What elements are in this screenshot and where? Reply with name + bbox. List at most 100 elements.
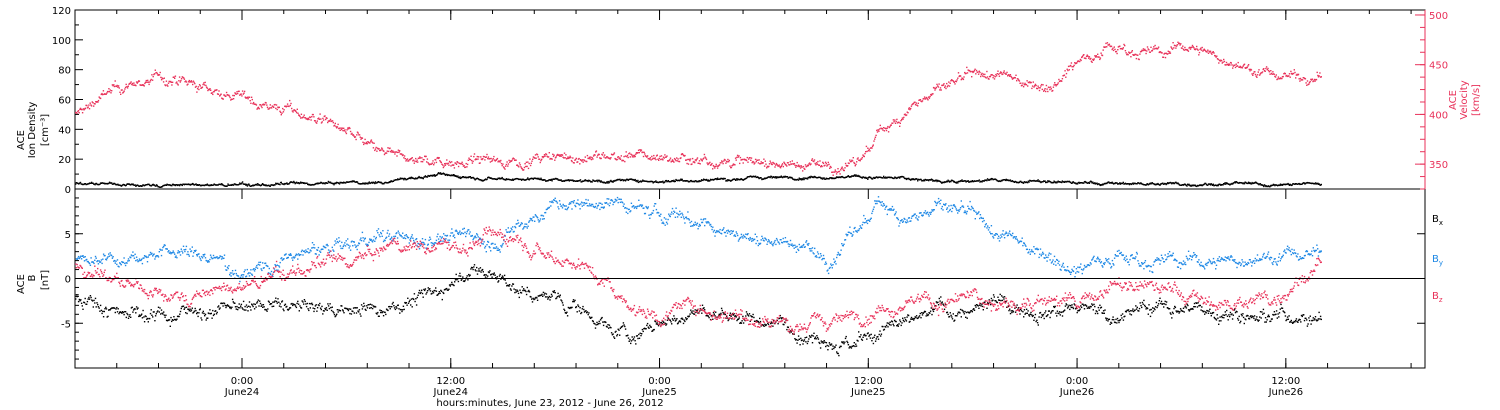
velocity-point (469, 158, 472, 161)
bx-point (473, 264, 476, 266)
bx-point (542, 295, 544, 297)
bx-point (127, 317, 130, 319)
bx-point (1020, 310, 1023, 312)
bx-point (246, 306, 248, 308)
bx-point (500, 278, 502, 280)
velocity-point (843, 169, 845, 172)
density-point (257, 183, 259, 185)
bx-point (121, 311, 124, 313)
velocity-point (529, 158, 531, 160)
velocity-point (88, 108, 91, 110)
velocity-point (838, 170, 841, 173)
bx-point (521, 286, 523, 288)
velocity-point (416, 159, 418, 161)
bx-point (669, 319, 671, 321)
velocity-point (117, 85, 120, 87)
density-point (840, 176, 842, 179)
velocity-point (1088, 56, 1091, 58)
velocity-point (939, 89, 941, 91)
velocity-point (609, 158, 611, 160)
velocity-point (1061, 78, 1064, 80)
bx-point (530, 296, 532, 298)
bx-point (358, 311, 360, 313)
velocity-point (334, 122, 336, 125)
density-point (1031, 180, 1033, 182)
velocity-point (834, 169, 836, 171)
density-point (1020, 180, 1022, 183)
velocity-point (752, 161, 755, 163)
bx-point (315, 304, 317, 306)
velocity-point (97, 101, 99, 103)
density-point (936, 180, 938, 183)
density-point (858, 175, 861, 177)
velocity-point (1189, 46, 1191, 49)
bx-point (292, 303, 295, 305)
velocity-point (883, 130, 886, 132)
velocity-point (754, 162, 756, 164)
velocity-point (762, 162, 764, 164)
bx-point (247, 310, 249, 312)
bx-point (758, 321, 760, 324)
density-point (800, 179, 802, 181)
bx-point (739, 322, 741, 324)
velocity-point (99, 97, 101, 99)
bx-point (613, 337, 616, 339)
velocity-point (1203, 48, 1205, 50)
velocity-point (604, 154, 606, 156)
bx-point (91, 300, 94, 302)
density-point (1004, 179, 1007, 182)
velocity-point (1315, 78, 1318, 81)
density-point (620, 179, 622, 181)
density-point (342, 182, 344, 184)
bx-point (584, 310, 586, 312)
velocity-point (232, 98, 235, 100)
bx-point (869, 334, 871, 336)
velocity-point (203, 84, 206, 86)
bx-point (684, 320, 686, 323)
velocity-point (908, 108, 910, 110)
velocity-point (113, 85, 116, 88)
velocity-point (102, 93, 104, 96)
density-point (1320, 183, 1322, 186)
bx-point (107, 315, 109, 318)
bx-point (891, 321, 894, 323)
density-point (1081, 182, 1084, 184)
velocity-point (749, 157, 751, 159)
density-point (1043, 180, 1046, 182)
bx-point (893, 325, 895, 327)
density-point (99, 183, 101, 185)
bx-point (801, 339, 803, 341)
velocity-point (701, 160, 703, 162)
velocity-point (336, 126, 339, 128)
velocity-point (1256, 74, 1259, 76)
bx-point (778, 317, 781, 319)
velocity-point (276, 108, 278, 111)
velocity-point (268, 107, 271, 109)
velocity-point (1061, 80, 1063, 82)
bx-point (1012, 310, 1014, 312)
density-point (526, 178, 528, 180)
bx-point (175, 319, 177, 321)
bx-point (363, 302, 365, 305)
bx-point (446, 287, 448, 290)
density-point (540, 177, 542, 179)
velocity-point (1010, 75, 1012, 78)
velocity-point (775, 162, 778, 165)
velocity-point (695, 159, 697, 162)
density-point (1315, 182, 1317, 184)
density-point (351, 181, 353, 183)
density-point (977, 180, 980, 182)
bx-point (164, 316, 166, 318)
velocity-point (292, 111, 294, 113)
density-point (466, 176, 469, 179)
velocity-point (355, 138, 357, 141)
density-point (248, 184, 251, 186)
velocity-point (840, 167, 843, 169)
density-point (1314, 183, 1316, 185)
bx-point (379, 309, 381, 311)
density-point (622, 179, 624, 181)
density-point (551, 180, 553, 182)
density-point (1317, 182, 1319, 184)
density-point (1234, 182, 1237, 184)
bx-point (913, 319, 915, 321)
